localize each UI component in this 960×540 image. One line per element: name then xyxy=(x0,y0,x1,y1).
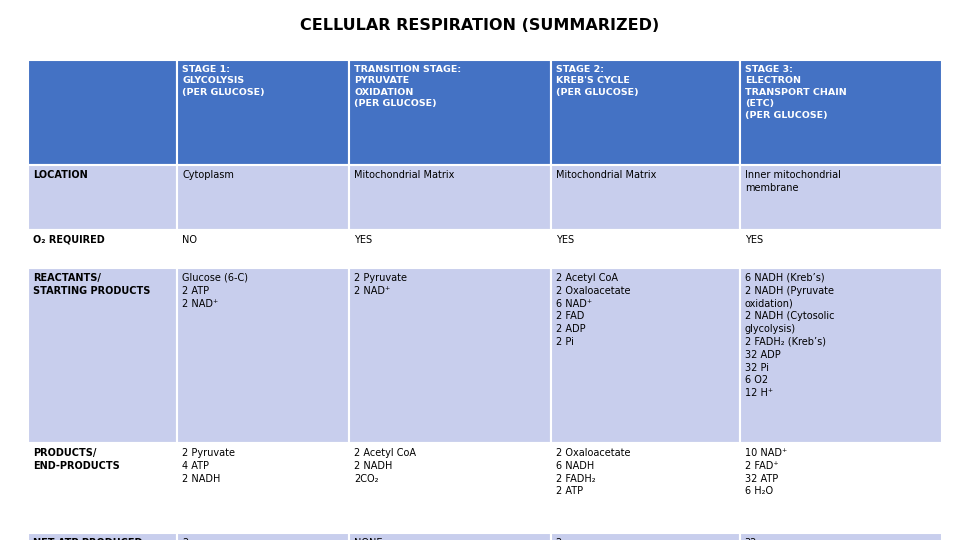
Bar xyxy=(178,533,349,540)
Text: LOCATION: LOCATION xyxy=(33,170,87,180)
Bar xyxy=(178,230,349,268)
Text: STAGE 1:
GLYCOLYSIS
(PER GLUCOSE): STAGE 1: GLYCOLYSIS (PER GLUCOSE) xyxy=(182,65,265,97)
Text: CELLULAR RESPIRATION (SUMMARIZED): CELLULAR RESPIRATION (SUMMARIZED) xyxy=(300,18,660,33)
Bar xyxy=(551,230,740,268)
Text: 2 Acetyl CoA
2 NADH
2CO₂: 2 Acetyl CoA 2 NADH 2CO₂ xyxy=(354,448,417,484)
Bar xyxy=(178,60,349,165)
Text: 6 NADH (Kreb’s)
2 NADH (Pyruvate
oxidation)
2 NADH (Cytosolic
glycolysis)
2 FADH: 6 NADH (Kreb’s) 2 NADH (Pyruvate oxidati… xyxy=(745,273,834,398)
Bar xyxy=(740,60,942,165)
Text: TRANSITION STAGE:
PYRUVATE
OXIDATION
(PER GLUCOSE): TRANSITION STAGE: PYRUVATE OXIDATION (PE… xyxy=(354,65,462,109)
Bar xyxy=(28,268,178,443)
Bar xyxy=(28,165,178,230)
Bar xyxy=(349,230,551,268)
Text: PRODUCTS/
END-PRODUCTS: PRODUCTS/ END-PRODUCTS xyxy=(33,448,120,471)
Text: 2 Acetyl CoA
2 Oxaloacetate
6 NAD⁺
2 FAD
2 ADP
2 Pi: 2 Acetyl CoA 2 Oxaloacetate 6 NAD⁺ 2 FAD… xyxy=(556,273,630,347)
Text: 10 NAD⁺
2 FAD⁺
32 ATP
6 H₂O: 10 NAD⁺ 2 FAD⁺ 32 ATP 6 H₂O xyxy=(745,448,787,496)
Bar xyxy=(740,443,942,533)
Bar xyxy=(349,533,551,540)
Bar xyxy=(178,268,349,443)
Bar xyxy=(349,443,551,533)
Bar xyxy=(551,165,740,230)
Text: Inner mitochondrial
membrane: Inner mitochondrial membrane xyxy=(745,170,841,193)
Text: 2 Pyruvate
4 ATP
2 NADH: 2 Pyruvate 4 ATP 2 NADH xyxy=(182,448,235,484)
Text: Glucose (6-C)
2 ATP
2 NAD⁺: Glucose (6-C) 2 ATP 2 NAD⁺ xyxy=(182,273,249,308)
Bar xyxy=(349,165,551,230)
Bar xyxy=(28,60,178,165)
Bar xyxy=(551,443,740,533)
Text: Mitochondrial Matrix: Mitochondrial Matrix xyxy=(354,170,455,180)
Bar xyxy=(551,60,740,165)
Bar xyxy=(178,443,349,533)
Text: 32: 32 xyxy=(745,538,757,540)
Text: 2: 2 xyxy=(556,538,562,540)
Text: NONE: NONE xyxy=(354,538,383,540)
Bar xyxy=(551,533,740,540)
Bar xyxy=(28,443,178,533)
Text: Cytoplasm: Cytoplasm xyxy=(182,170,234,180)
Text: 2 Pyruvate
2 NAD⁺: 2 Pyruvate 2 NAD⁺ xyxy=(354,273,407,296)
Text: NO: NO xyxy=(182,235,198,245)
Bar xyxy=(551,268,740,443)
Bar xyxy=(740,533,942,540)
Text: YES: YES xyxy=(556,235,574,245)
Bar xyxy=(740,230,942,268)
Bar xyxy=(349,60,551,165)
Bar xyxy=(178,165,349,230)
Text: YES: YES xyxy=(354,235,372,245)
Bar xyxy=(740,165,942,230)
Text: Mitochondrial Matrix: Mitochondrial Matrix xyxy=(556,170,656,180)
Text: 2 Oxaloacetate
6 NADH
2 FADH₂
2 ATP: 2 Oxaloacetate 6 NADH 2 FADH₂ 2 ATP xyxy=(556,448,630,496)
Text: 2: 2 xyxy=(182,538,188,540)
Text: YES: YES xyxy=(745,235,763,245)
Text: STAGE 2:
KREB'S CYCLE
(PER GLUCOSE): STAGE 2: KREB'S CYCLE (PER GLUCOSE) xyxy=(556,65,638,97)
Bar xyxy=(740,268,942,443)
Text: REACTANTS/
STARTING PRODUCTS: REACTANTS/ STARTING PRODUCTS xyxy=(33,273,151,296)
Text: NET ATP PRODUCED: NET ATP PRODUCED xyxy=(33,538,142,540)
Text: STAGE 3:
ELECTRON
TRANSPORT CHAIN
(ETC)
(PER GLUCOSE): STAGE 3: ELECTRON TRANSPORT CHAIN (ETC) … xyxy=(745,65,847,120)
Bar xyxy=(28,533,178,540)
Text: O₂ REQUIRED: O₂ REQUIRED xyxy=(33,235,105,245)
Bar xyxy=(28,230,178,268)
Bar xyxy=(349,268,551,443)
